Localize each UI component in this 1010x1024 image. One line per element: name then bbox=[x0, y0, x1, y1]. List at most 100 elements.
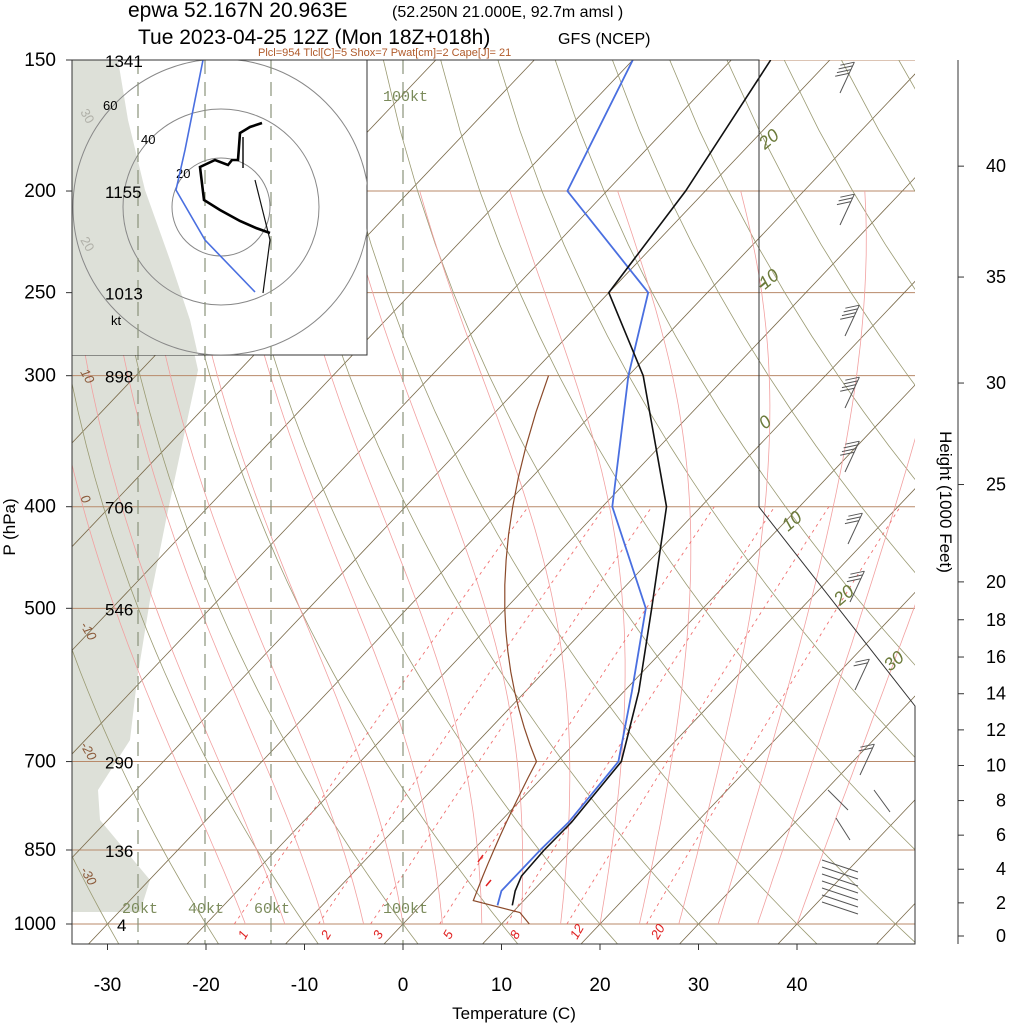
temperature-axis: -30 -20 -10 0 10 20 30 40 bbox=[94, 944, 808, 996]
wind-barb-feather bbox=[840, 451, 855, 456]
height-tick-label: 25 bbox=[986, 475, 1006, 495]
wind-barb-feather bbox=[836, 201, 852, 206]
wind-barb-feather bbox=[846, 578, 862, 583]
temperature-tick-label: 20 bbox=[589, 975, 610, 996]
dry-adiabat bbox=[783, 60, 915, 291]
geopotential-label: 1013 bbox=[105, 285, 143, 304]
pressure-tick-label: 850 bbox=[24, 840, 56, 861]
pressure-tick-label: 200 bbox=[24, 181, 56, 202]
isotherm-line bbox=[777, 799, 915, 944]
height-tick-label: 30 bbox=[986, 373, 1006, 393]
geopotential-label: 136 bbox=[105, 842, 133, 861]
moist-adiabat bbox=[509, 190, 626, 925]
dry-adiabat bbox=[841, 60, 915, 192]
x-axis-title: Temperature (C) bbox=[452, 1004, 576, 1023]
height-tick-label: 40 bbox=[986, 156, 1006, 176]
dry-adiabat bbox=[440, 60, 915, 851]
dry-adiabat bbox=[72, 855, 120, 944]
wind-barb bbox=[835, 817, 851, 841]
wind-barbs bbox=[821, 61, 891, 915]
wind-barb bbox=[844, 304, 860, 337]
isotherm-line bbox=[0, 29, 72, 947]
moist-adiabat bbox=[226, 190, 443, 925]
isotherm-line bbox=[72, 60, 535, 548]
isotherm-line bbox=[72, 60, 732, 755]
dewpoint-line bbox=[496, 60, 650, 906]
height-tick-label: 0 bbox=[996, 926, 1006, 946]
temperature-line bbox=[511, 60, 772, 906]
wind-barb-feather bbox=[838, 65, 853, 70]
hodo-speed-label: 40kt bbox=[188, 901, 224, 918]
wind-barb bbox=[839, 193, 855, 226]
wind-barb bbox=[849, 570, 865, 603]
dry-adiabat bbox=[497, 60, 915, 758]
pressure-tick-label: 400 bbox=[24, 497, 56, 518]
mixing-ratio-line bbox=[506, 506, 775, 925]
wind-barb bbox=[844, 376, 860, 409]
height-axis: 0 2 4 6 8 10 12 14 16 18 20 25 30 35 40 bbox=[957, 60, 1006, 946]
wind-barb bbox=[839, 61, 855, 94]
dry-adiabat bbox=[72, 648, 219, 944]
dry-adiabat bbox=[325, 60, 818, 944]
lcl-mark bbox=[477, 854, 484, 863]
wind-barb bbox=[821, 894, 859, 908]
wind-barb bbox=[854, 658, 870, 691]
dry-adiabat bbox=[669, 60, 915, 481]
temperature-tick-label: 10 bbox=[491, 975, 512, 996]
temperature-tick-label: -30 bbox=[94, 975, 121, 996]
mixing-ratio-line bbox=[566, 506, 830, 925]
dry-adiabat bbox=[211, 60, 619, 944]
dry-adiabat bbox=[96, 60, 419, 944]
title-datetime: Tue 2023-04-25 12Z (Mon 18Z+018h) bbox=[138, 26, 490, 49]
wind-barb-feather bbox=[855, 658, 870, 663]
wind-barb-feather bbox=[840, 193, 855, 198]
wind-barb bbox=[821, 866, 859, 880]
hodograph-ring-label: 60 bbox=[103, 98, 117, 113]
wind-barb-feather bbox=[841, 384, 857, 389]
wind-barb bbox=[821, 880, 859, 894]
dry-adiabat bbox=[956, 60, 1010, 946]
height-tick-label: 8 bbox=[996, 791, 1006, 811]
dewpoint-line bbox=[175, 60, 256, 293]
dry-adiabat bbox=[268, 60, 718, 944]
wind-barb-feather bbox=[845, 304, 860, 309]
wind-barb-feather bbox=[843, 444, 858, 449]
moist-adiabat bbox=[757, 437, 915, 925]
mixing-ratio-label: 2 bbox=[317, 927, 334, 942]
geopotential-label: 4 bbox=[117, 916, 126, 935]
moist-adiabat bbox=[280, 190, 483, 925]
geopotential-label: 898 bbox=[105, 368, 133, 387]
pressure-tick-label: 700 bbox=[24, 752, 56, 773]
wind-barb bbox=[821, 887, 859, 901]
geopotential-label: 1341 bbox=[105, 52, 143, 71]
height-tick-label: 35 bbox=[986, 267, 1006, 287]
hodo-speed-label: 100kt bbox=[383, 901, 428, 918]
adiabat-label: 0 bbox=[755, 411, 776, 433]
wind-barb-feather bbox=[850, 570, 865, 575]
temperature-tick-label: -10 bbox=[291, 975, 318, 996]
lcl-mark bbox=[485, 879, 492, 887]
isotherm-line bbox=[186, 177, 915, 944]
dry-adiabat bbox=[612, 60, 915, 574]
sounding-profiles bbox=[472, 60, 772, 925]
height-tick-label: 6 bbox=[996, 825, 1006, 845]
wind-barb-feather bbox=[853, 662, 868, 667]
temperature-line bbox=[254, 179, 271, 294]
parcel-line bbox=[472, 375, 550, 925]
wind-barb bbox=[821, 901, 859, 915]
height-tick-label: 18 bbox=[986, 610, 1006, 630]
wind-barb-feather bbox=[843, 308, 858, 313]
isotherm-line bbox=[678, 695, 915, 944]
mixing-ratio-line bbox=[439, 506, 715, 925]
wind-barb-feather bbox=[858, 747, 873, 752]
height-tick-label: 14 bbox=[986, 684, 1006, 704]
moist-adiabat bbox=[717, 190, 867, 925]
title-station-coords: (52.250N 21.000E, 92.7m amsl ) bbox=[392, 4, 623, 21]
height-tick-label: 12 bbox=[986, 720, 1006, 740]
height-tick-label: 4 bbox=[996, 859, 1006, 879]
temperature-tick-label: 40 bbox=[786, 975, 807, 996]
wind-barb-feather bbox=[841, 312, 857, 317]
height-tick-label: 2 bbox=[996, 893, 1006, 913]
mixing-ratio-line bbox=[233, 506, 529, 925]
